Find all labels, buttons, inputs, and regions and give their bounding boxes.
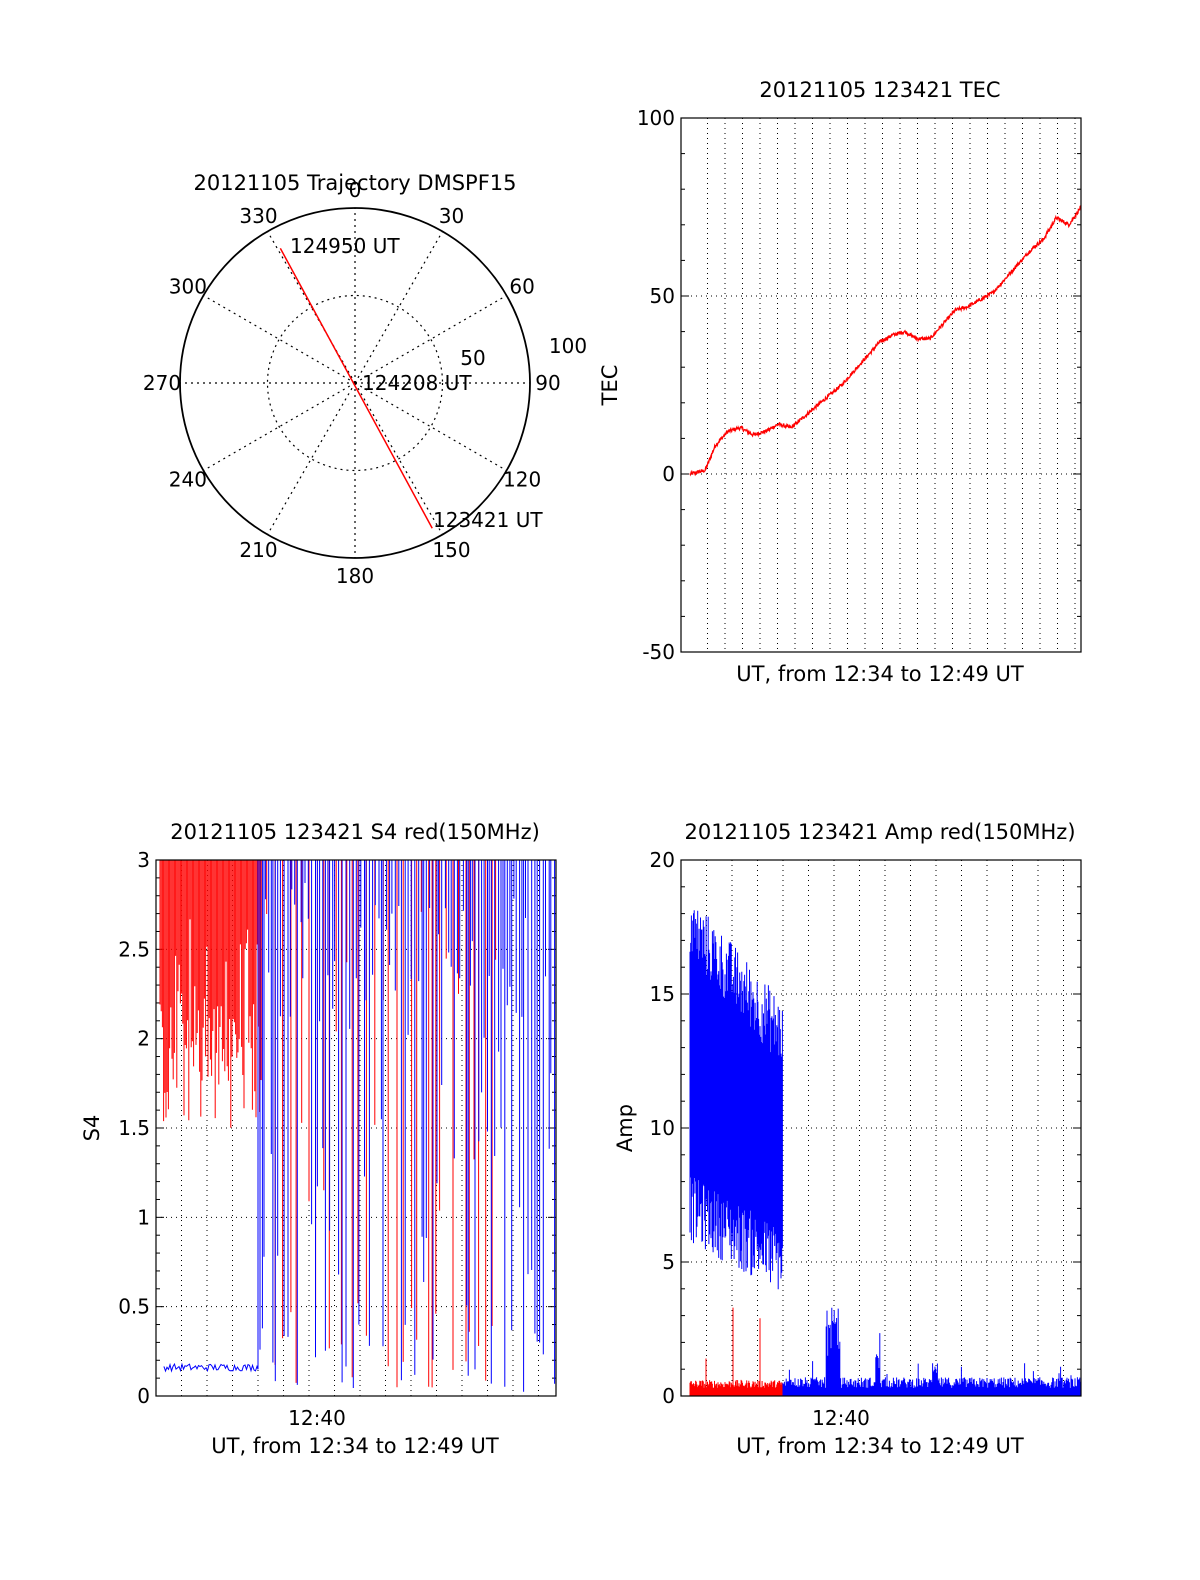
tec-ytick-50: 50	[650, 284, 675, 308]
polar-spoke-30	[354, 231, 444, 384]
polar-spoke-60	[354, 294, 507, 384]
polar-angle-label-180: 180	[336, 564, 374, 588]
amp-ytick-10: 10	[650, 1116, 675, 1140]
tec-x-axis-label: UT, from 12:34 to 12:49 UT	[736, 662, 1024, 686]
s4-x-tick-label: 12:40	[288, 1406, 346, 1430]
polar-grid	[180, 208, 530, 558]
polar-angle-label-30: 30	[439, 204, 464, 228]
s4-ytick-0.5: 0.5	[118, 1295, 150, 1319]
polar-angle-label-210: 210	[239, 538, 277, 562]
polar-angle-label-120: 120	[503, 468, 541, 492]
tec-series-line	[689, 205, 1082, 477]
s4-x-axis-label: UT, from 12:34 to 12:49 UT	[211, 1434, 499, 1458]
polar-angle-label-240: 240	[169, 468, 207, 492]
track-end-label: 124950 UT	[290, 234, 400, 258]
amp-ytick-15: 15	[650, 982, 675, 1006]
polar-spoke-120	[354, 382, 507, 472]
tec-chart: 20121105 123421 TEC -50 0 50 100 TEC UT, fr…	[598, 78, 1082, 686]
s4-ytick-2.5: 2.5	[118, 937, 150, 961]
polar-angle-label-60: 60	[509, 275, 534, 299]
amp-chart-title: 20121105 123421 Amp red(150MHz)	[684, 820, 1075, 844]
amp-x-tick-label: 12:40	[812, 1406, 870, 1430]
amp-x-axis-label: UT, from 12:34 to 12:49 UT	[736, 1434, 1024, 1458]
tec-y-tick-labels: -50 0 50 100	[637, 106, 675, 664]
polar-chart-title: 20121105 Trajectory DMSPF15	[193, 171, 516, 195]
satellite-track-line	[279, 247, 433, 529]
tec-plot-frame	[680, 117, 1082, 653]
s4-ytick-3: 3	[137, 848, 150, 872]
amp-y-tick-labels: 0 5 10 15 20	[650, 848, 675, 1408]
polar-radial-label-50: 50	[460, 346, 485, 370]
s4-y-axis-label: S4	[80, 1115, 104, 1142]
amp-red-series	[689, 1307, 783, 1396]
polar-ring-50	[266, 294, 444, 472]
polar-spoke-240	[203, 382, 356, 472]
polar-angle-label-90: 90	[535, 371, 560, 395]
polar-angle-label-0: 0	[349, 178, 362, 202]
s4-chart-title: 20121105 123421 S4 red(150MHz)	[170, 820, 540, 844]
track-start-label: 123421 UT	[433, 508, 543, 532]
s4-ytick-1: 1	[137, 1205, 150, 1229]
tec-chart-title: 20121105 123421 TEC	[759, 78, 1000, 102]
polar-spoke-300	[203, 294, 356, 384]
track-mid-label: 124208 UT	[362, 371, 472, 395]
tec-ytick-0: 0	[662, 462, 675, 486]
s4-chart: 20121105 123421 S4 red(150MHz) 0 0.5 1 1.5 2…	[80, 820, 557, 1458]
tec-ytick-100: 100	[637, 106, 675, 130]
amp-ytick-5: 5	[662, 1250, 675, 1274]
amp-blue-high-band	[689, 910, 783, 1290]
tec-grid	[681, 117, 1081, 653]
polar-spoke-150	[354, 382, 444, 535]
polar-angle-labels: 0 30 60 90 120 150 180 210 240 270 300 330	[143, 178, 561, 588]
s4-ytick-0: 0	[137, 1384, 150, 1408]
polar-spoke-330	[266, 231, 356, 384]
s4-ytick-1.5: 1.5	[118, 1116, 150, 1140]
polar-angle-label-150: 150	[432, 538, 470, 562]
s4-ytick-2: 2	[137, 1027, 150, 1051]
polar-radial-label-100: 100	[549, 334, 587, 358]
s4-blue-series	[163, 860, 556, 1392]
polar-spoke-210	[266, 382, 356, 535]
polar-trajectory-chart: 20121105 Trajectory DMSPF15 0 30 60 90 120 15…	[143, 171, 587, 588]
polar-angle-label-300: 300	[169, 275, 207, 299]
polar-angle-label-330: 330	[239, 204, 277, 228]
amp-ytick-20: 20	[650, 848, 675, 872]
amp-blue-low-band	[782, 1307, 1082, 1396]
amp-ytick-0: 0	[662, 1384, 675, 1408]
amp-plot-frame	[680, 859, 1082, 1397]
s4-y-tick-labels: 0 0.5 1 1.5 2 2.5 3	[118, 848, 150, 1408]
amp-y-axis-label: Amp	[613, 1104, 637, 1152]
tec-y-axis-label: TEC	[598, 365, 622, 407]
amp-chart: 20121105 123421 Amp red(150MHz) 0 5 10 15 20…	[613, 820, 1082, 1458]
tec-ytick--50: -50	[642, 640, 675, 664]
s4-plot-frame	[155, 859, 557, 1397]
polar-outer-ring	[179, 207, 531, 559]
polar-angle-label-270: 270	[143, 371, 181, 395]
